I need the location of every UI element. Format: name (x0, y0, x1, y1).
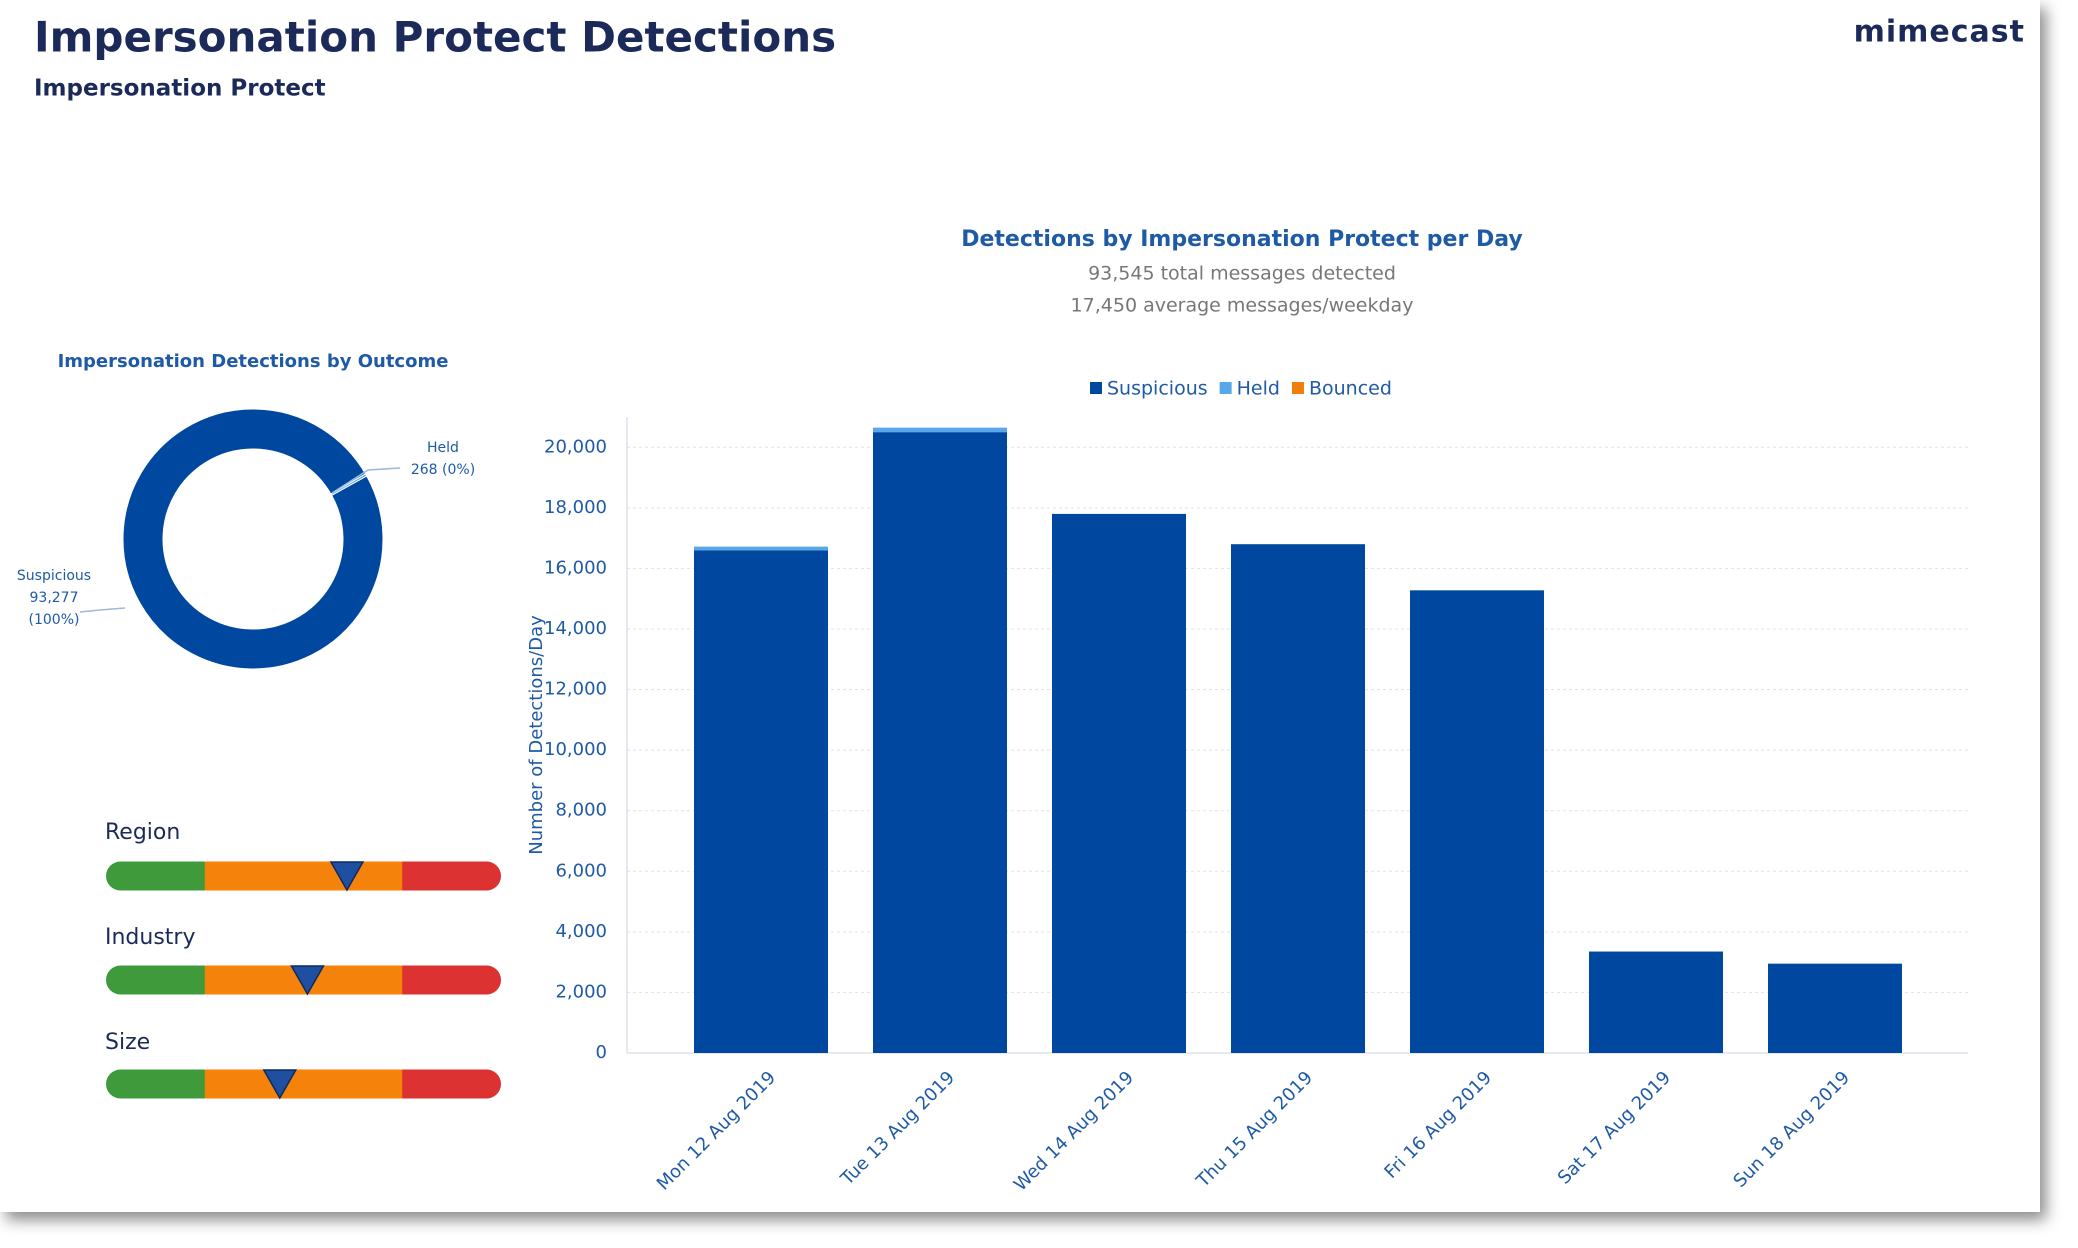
x-tick-label: Sun 18 Aug 2019 (1729, 1067, 1854, 1192)
y-tick-label: 8,000 (555, 800, 607, 821)
donut-slice (122, 408, 384, 670)
bar-segment (1231, 544, 1365, 1053)
bar-segment (1052, 513, 1186, 1053)
chart-title: Detections by Impersonation Protect per … (961, 227, 1523, 252)
x-tick-label: Mon 12 Aug 2019 (653, 1067, 780, 1194)
slice-label: Suspicious (17, 568, 91, 584)
y-axis-title: Number of Detections/Day (526, 615, 547, 855)
x-tick-label: Tue 13 Aug 2019 (836, 1067, 959, 1190)
gauge-orange (204, 861, 403, 891)
gauge-marker (290, 965, 325, 996)
bar-segment (694, 550, 828, 1053)
legend-swatch (1219, 382, 1232, 394)
slice-percent: (0%) (442, 462, 475, 478)
report-card: Impersonation Protect Detections Imperso… (16, 12, 2025, 1196)
slice-percent: (100%) (29, 612, 80, 628)
y-tick-label: 12,000 (544, 679, 607, 700)
gauge-label: Region (105, 820, 180, 845)
page-title: Impersonation Protect Detections (34, 13, 836, 62)
bar-segment (1768, 963, 1902, 1053)
slice-value: 268 (411, 462, 438, 478)
bar-segment (1589, 951, 1723, 1053)
legend-label: Held (1237, 378, 1280, 400)
x-tick-label: Fri 16 Aug 2019 (1380, 1067, 1496, 1183)
gauge-label: Industry (105, 925, 196, 950)
x-tick-label: Thu 15 Aug 2019 (1192, 1067, 1317, 1192)
gauge-marker (262, 1069, 298, 1100)
legend-label: Bounced (1309, 378, 1392, 400)
bar-segment (873, 432, 1007, 1054)
bar-segment (873, 427, 1007, 433)
report: Impersonation Protect Detections Imperso… (17, 13, 2025, 1196)
connector (79, 607, 126, 613)
slice-label: 268 (0%) (411, 462, 475, 478)
legend-label: Suspicious (1107, 378, 1208, 400)
y-tick-label: 4,000 (555, 921, 607, 942)
y-tick-label: 10,000 (544, 739, 607, 760)
y-tick-label: 16,000 (544, 557, 607, 578)
page-subtitle: Impersonation Protect (34, 76, 326, 102)
slice-value: 93,277 (30, 590, 79, 606)
legend-swatch (1090, 382, 1102, 394)
y-tick-label: 6,000 (555, 860, 607, 881)
y-tick-label: 18,000 (544, 497, 607, 518)
bar-segment (1410, 590, 1544, 1053)
donut-slice (330, 473, 368, 497)
gauge-marker (329, 861, 365, 892)
y-tick-label: 2,000 (555, 981, 607, 1002)
y-tick-label: 20,000 (544, 436, 607, 457)
chart-subtitle: 17,450 average messages/weekday (1071, 295, 1414, 317)
gauge-orange (204, 1069, 403, 1099)
y-tick-label: 14,000 (544, 618, 607, 639)
slice-label: Held (427, 440, 459, 456)
y-tick-label: 0 (596, 1042, 607, 1063)
chart-title: Impersonation Detections by Outcome (58, 351, 449, 372)
legend-swatch (1291, 382, 1304, 394)
chart-subtitle: 93,545 total messages detected (1088, 263, 1396, 285)
logo: mimecast (1854, 15, 2025, 50)
x-tick-label: Sat 17 Aug 2019 (1554, 1067, 1675, 1188)
bar-segment (694, 546, 828, 551)
gauge-label: Size (105, 1030, 150, 1055)
x-tick-label: Wed 14 Aug 2019 (1010, 1067, 1138, 1195)
connector (331, 467, 401, 494)
